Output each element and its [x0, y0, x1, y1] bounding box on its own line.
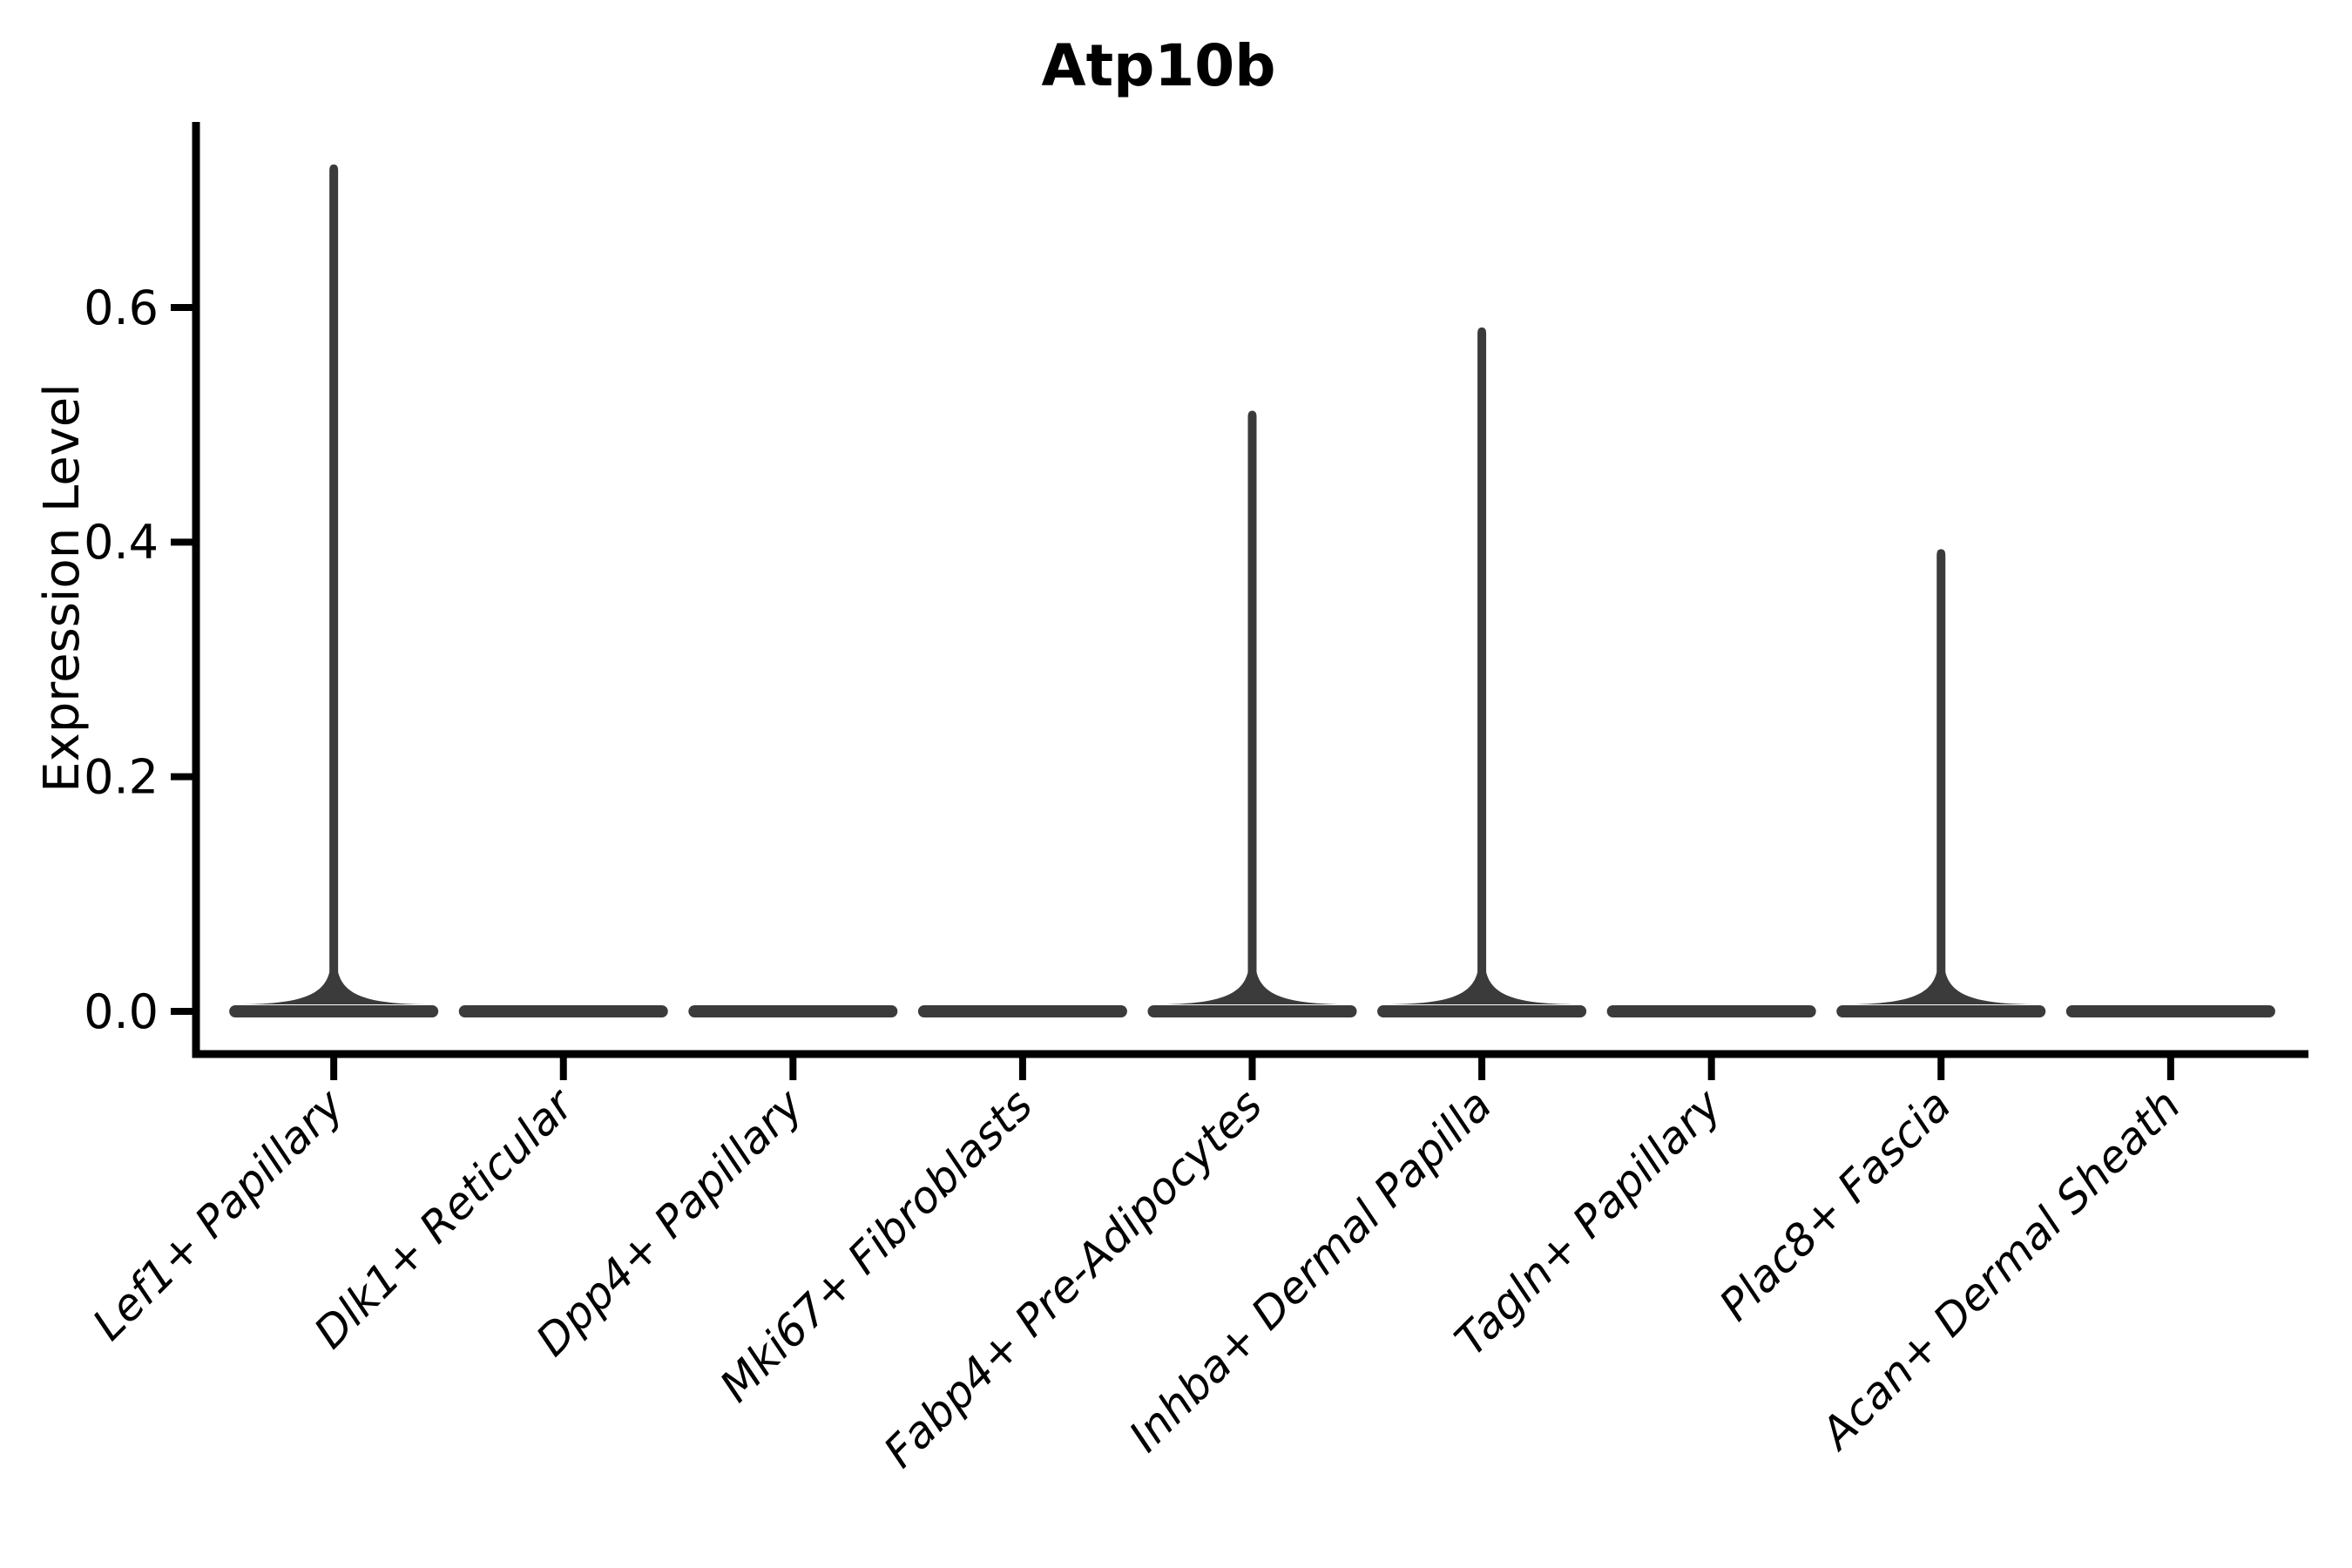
- violin-acan-dermal-sheath: [2065, 1005, 2275, 1017]
- violin-density-spike: [242, 164, 426, 1004]
- violin-body-zero-density: [1147, 1005, 1357, 1017]
- violin-tagln-papillary: [1606, 1005, 1816, 1017]
- y-tick-label: 0.6: [84, 280, 159, 335]
- violin-mki67-fibroblasts: [917, 1005, 1127, 1017]
- y-tick-label: 0.2: [84, 750, 159, 805]
- y-tick-label: 0.4: [84, 515, 159, 570]
- violin-body-zero-density: [917, 1005, 1127, 1017]
- violin-density-spike: [1390, 327, 1574, 1005]
- violin-inhba-dermal-papilla: [1377, 327, 1587, 1017]
- violin-dlk1-reticular: [458, 1005, 668, 1017]
- violin-density-spike: [1849, 549, 2033, 1004]
- violin-density-spike: [1160, 410, 1344, 1004]
- violin-plac8-fascia: [1836, 549, 2046, 1017]
- y-tick-label: 0.0: [84, 984, 159, 1039]
- violin-body-zero-density: [229, 1005, 439, 1017]
- chart-title: Atp10b: [1042, 32, 1276, 99]
- violin-fabp4-pre-adipocytes: [1147, 410, 1357, 1017]
- violin-body-zero-density: [458, 1005, 668, 1017]
- violin-body-zero-density: [1377, 1005, 1587, 1017]
- violins-layer: [229, 164, 2275, 1017]
- y-axis-label: Expression Level: [34, 383, 91, 793]
- violin-body-zero-density: [688, 1005, 898, 1017]
- violin-lef1-papillary: [229, 164, 439, 1017]
- axis-spines: [192, 122, 2308, 1058]
- violin-body-zero-density: [2065, 1005, 2275, 1017]
- violin-body-zero-density: [1606, 1005, 1816, 1017]
- violin-body-zero-density: [1836, 1005, 2046, 1017]
- violin-dpp4-papillary: [688, 1005, 898, 1017]
